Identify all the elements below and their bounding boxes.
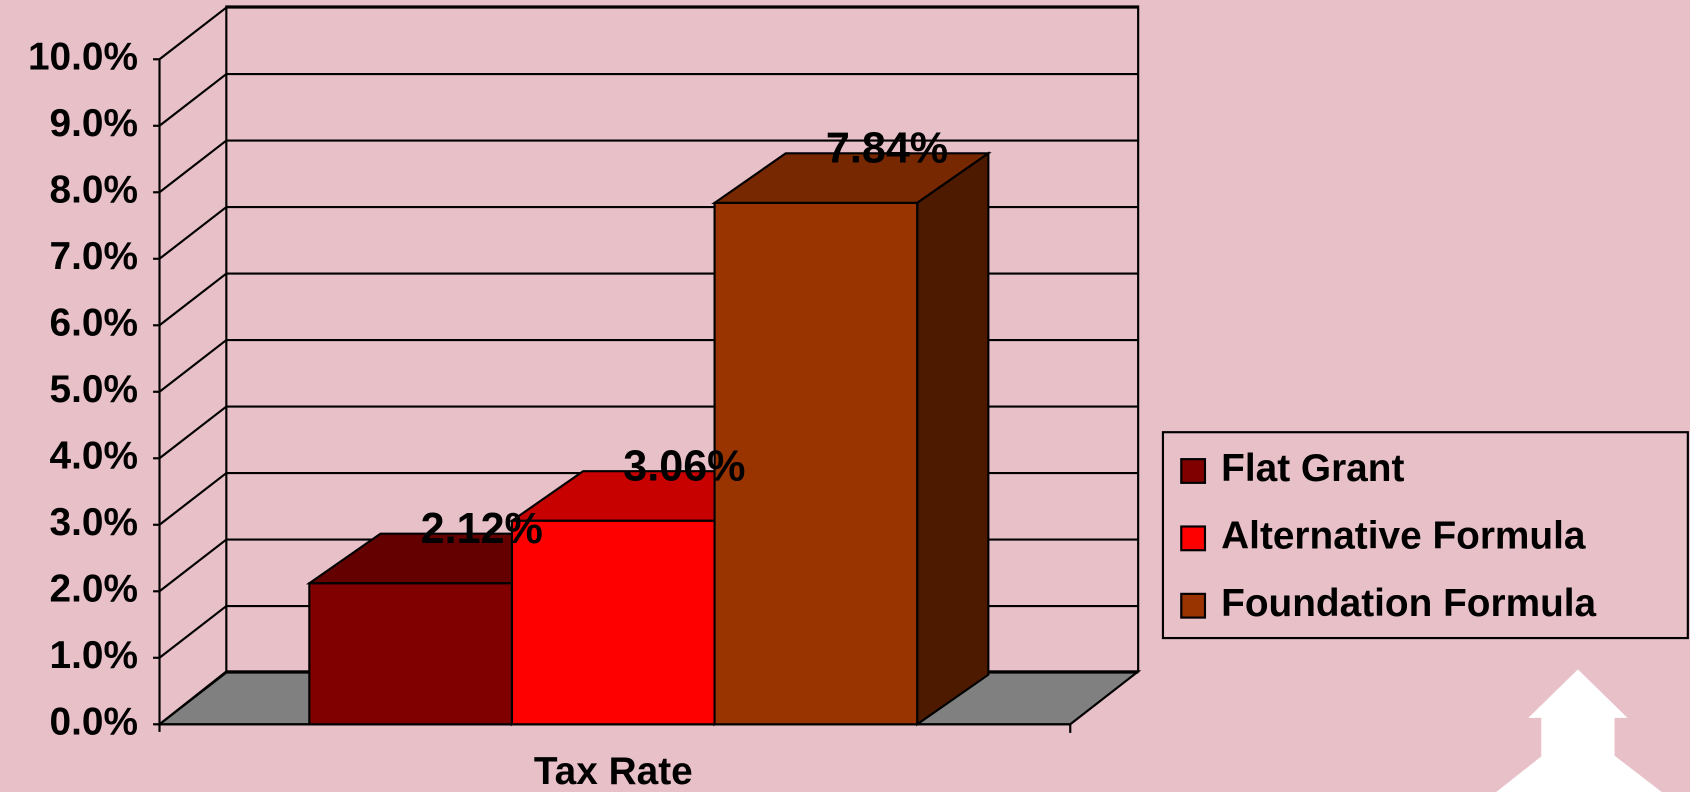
labels: 0.0% 1.0% 2.0% 3.0% 4.0% 5.0% 6.0% 7.0% 8.0% 9.0%… bbox=[28, 36, 948, 792]
legend-swatch bbox=[1180, 525, 1207, 552]
y-tick-label: 3.0% bbox=[50, 501, 138, 544]
y-tick-label: 10.0% bbox=[28, 36, 138, 79]
y-tick-label: 7.0% bbox=[50, 235, 138, 278]
plot: 0.0% 1.0% 2.0% 3.0% 4.0% 5.0% 6.0% 7.0% 8.0% 9.0%… bbox=[28, 5, 1689, 792]
grid-line-side bbox=[158, 73, 227, 127]
y-tick-label: 9.0% bbox=[50, 102, 138, 145]
y-tick-label: 1.0% bbox=[50, 634, 138, 677]
y-tick-label: 6.0% bbox=[50, 302, 138, 345]
y-tick-label: 4.0% bbox=[50, 435, 138, 478]
y-tick-label: 8.0% bbox=[50, 169, 138, 212]
grid-line-side bbox=[158, 272, 227, 327]
grid-line-side bbox=[158, 339, 227, 393]
y-tick-label: 5.0% bbox=[50, 368, 138, 411]
grid-line-side bbox=[158, 671, 227, 726]
x-tick-label: Tax Rate bbox=[534, 750, 693, 792]
legend-label: Alternative Formula bbox=[1221, 515, 1586, 558]
legend: Flat Grant Alternative Formula Foundation … bbox=[1180, 447, 1597, 625]
grid-line-side bbox=[158, 405, 227, 460]
grid-line-side bbox=[158, 472, 227, 526]
value-label: 7.84% bbox=[826, 125, 948, 173]
y-tick-label: 2.0% bbox=[50, 568, 138, 611]
grid-line-side bbox=[158, 139, 227, 194]
grid-line-side bbox=[158, 206, 227, 260]
bar bbox=[308, 582, 514, 726]
legend-box bbox=[1161, 431, 1689, 640]
legend-swatch bbox=[1180, 458, 1207, 484]
bar-side bbox=[916, 151, 990, 727]
value-label: 2.12% bbox=[421, 505, 543, 553]
grid-line-side bbox=[158, 6, 227, 61]
y-tick-label: 0.0% bbox=[50, 701, 138, 744]
bar bbox=[713, 201, 919, 726]
bar bbox=[510, 519, 716, 726]
grid-line-side bbox=[158, 605, 227, 659]
school-icon bbox=[1496, 669, 1662, 792]
legend-label: Flat Grant bbox=[1221, 447, 1404, 490]
legend-label: Foundation Formula bbox=[1221, 582, 1596, 625]
legend-swatch bbox=[1180, 592, 1207, 619]
value-label: 3.06% bbox=[623, 442, 745, 490]
bars bbox=[305, 151, 992, 727]
grid-line-side bbox=[158, 538, 227, 593]
